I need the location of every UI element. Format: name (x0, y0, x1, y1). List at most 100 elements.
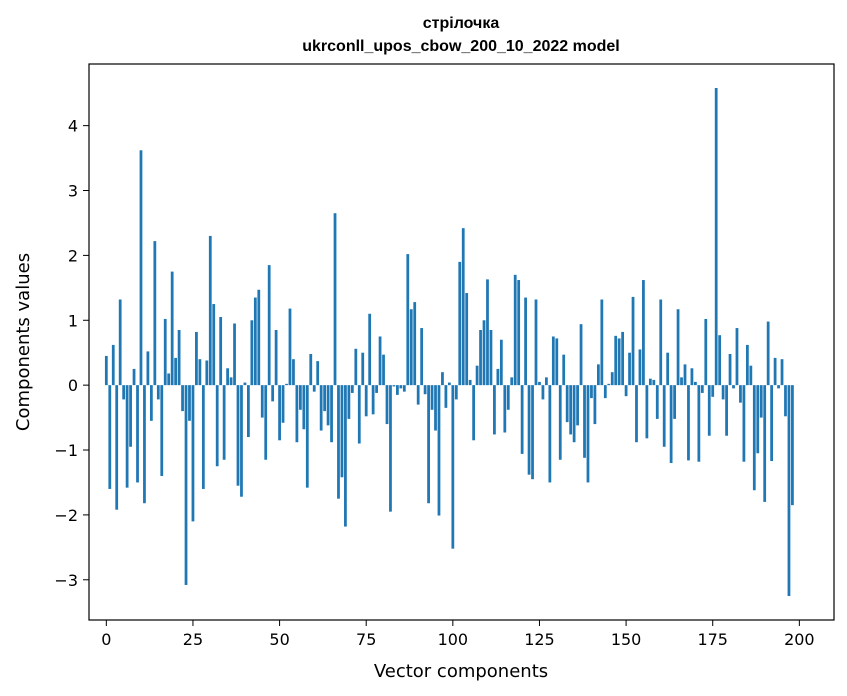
x-tick-label: 200 (784, 630, 815, 649)
bar-80 (382, 354, 385, 386)
bar-89 (413, 302, 417, 386)
bar-86 (402, 385, 406, 392)
x-axis-label: Vector components (374, 661, 548, 682)
y-tick-label: 1 (68, 311, 78, 330)
bar-122 (527, 385, 531, 475)
bar-94 (430, 385, 434, 410)
bar-148 (617, 338, 621, 386)
bar-47 (267, 265, 271, 386)
bar-135 (572, 385, 576, 443)
bar-83 (392, 385, 396, 387)
bar-179 (725, 385, 728, 436)
bar-58 (305, 385, 309, 488)
bar-196 (784, 385, 787, 417)
bar-111 (489, 330, 493, 386)
bar-117 (510, 377, 514, 386)
bar-37 (233, 323, 236, 386)
bar-27 (198, 359, 202, 386)
bar-76 (368, 313, 372, 386)
bar-65 (330, 385, 333, 443)
bar-59 (309, 354, 313, 386)
bar-192 (770, 385, 774, 462)
bar-6 (125, 385, 129, 488)
bar-90 (416, 385, 420, 405)
bar-194 (777, 385, 780, 389)
bar-118 (513, 274, 517, 386)
bar-91 (420, 328, 424, 386)
bar-131 (558, 385, 562, 460)
y-tick-label: −2 (54, 506, 78, 525)
bar-137 (579, 324, 583, 386)
bar-0 (104, 355, 108, 386)
bar-12 (146, 351, 150, 386)
bar-161 (662, 385, 666, 447)
bar-87 (406, 254, 410, 386)
bar-40 (243, 382, 247, 386)
bar-188 (756, 385, 760, 454)
x-tick-label: 150 (611, 630, 642, 649)
bar-41 (247, 385, 250, 438)
bar-52 (285, 383, 288, 386)
bar-53 (288, 308, 292, 386)
bar-197 (787, 385, 791, 596)
bar-13 (149, 385, 153, 421)
bar-26 (195, 331, 198, 386)
bar-96 (437, 385, 441, 516)
bar-146 (610, 372, 614, 386)
bar-98 (444, 385, 448, 408)
bar-31 (212, 304, 216, 386)
bar-39 (240, 385, 243, 497)
bar-138 (583, 385, 586, 458)
bar-7 (129, 385, 132, 447)
bar-175 (711, 385, 715, 397)
bar-68 (340, 385, 344, 478)
bar-20 (174, 357, 178, 386)
bar-54 (292, 359, 295, 386)
bar-154 (638, 349, 642, 386)
bar-92 (423, 385, 427, 395)
bar-55 (295, 385, 299, 443)
bar-48 (271, 385, 275, 402)
bar-184 (742, 385, 746, 462)
bar-145 (607, 383, 611, 386)
bar-104 (465, 293, 469, 386)
bar-105 (468, 379, 472, 386)
bar-44 (257, 289, 261, 386)
bar-136 (576, 385, 579, 426)
y-tick-label: −1 (54, 441, 78, 460)
bar-174 (707, 385, 711, 436)
bar-124 (534, 299, 538, 386)
bar-100 (451, 385, 455, 549)
bar-11 (143, 385, 146, 504)
bar-106 (472, 385, 476, 441)
bar-123 (531, 385, 534, 480)
bar-73 (357, 385, 361, 444)
bars-group (104, 88, 794, 596)
bar-25 (191, 385, 195, 522)
bar-130 (555, 338, 559, 386)
bar-30 (208, 235, 212, 386)
bar-178 (721, 385, 725, 400)
bar-134 (569, 385, 573, 435)
bar-177 (718, 335, 722, 386)
bar-33 (219, 317, 223, 386)
bar-133 (565, 385, 569, 423)
bar-125 (538, 381, 541, 386)
bar-156 (645, 385, 649, 439)
bar-150 (624, 385, 628, 397)
bar-166 (680, 377, 683, 386)
y-tick-label: 0 (68, 376, 78, 395)
bar-72 (354, 348, 358, 386)
bar-143 (600, 299, 604, 386)
bar-85 (399, 385, 403, 389)
y-axis-label: Components values (13, 253, 34, 431)
bar-5 (122, 385, 126, 400)
bar-14 (153, 241, 157, 386)
bar-176 (714, 88, 718, 386)
bar-116 (506, 385, 510, 410)
bar-180 (728, 354, 732, 386)
bar-139 (586, 385, 590, 483)
bar-110 (486, 279, 489, 386)
bar-152 (631, 296, 635, 386)
bar-28 (201, 385, 205, 489)
